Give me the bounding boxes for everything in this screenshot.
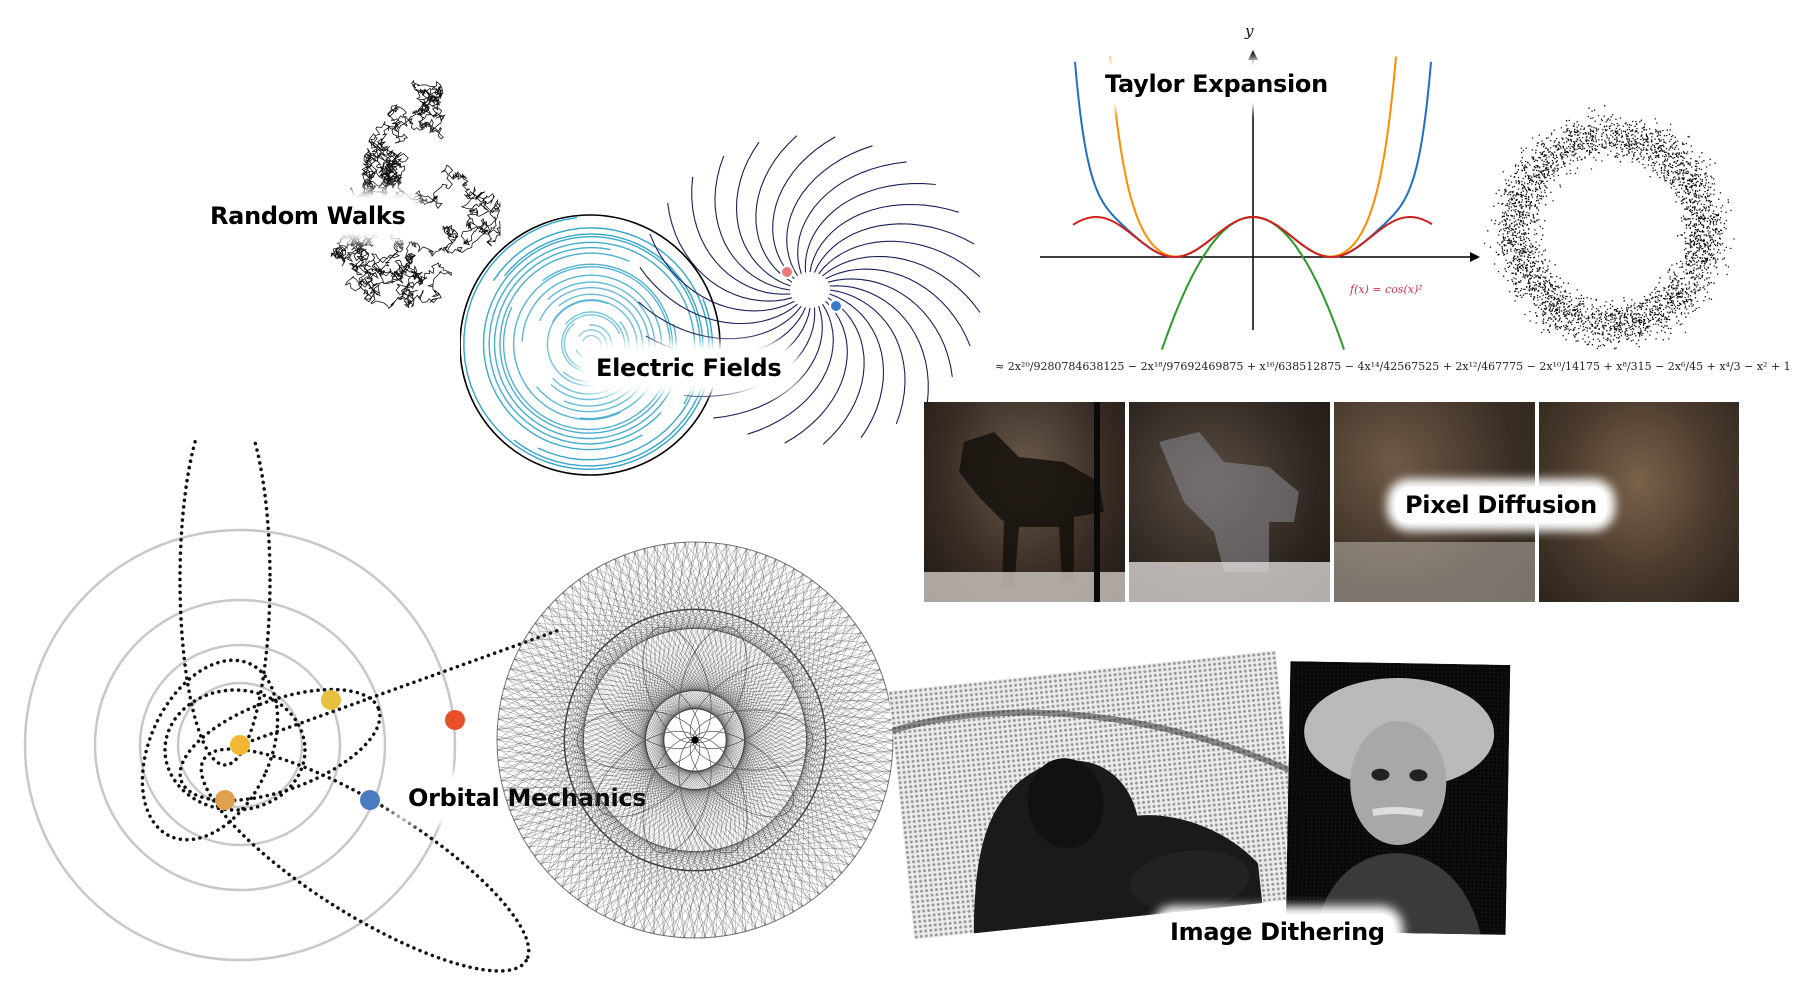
field-boundary-circle: [460, 214, 721, 476]
electric-fields-label: Electric Fields: [586, 350, 792, 386]
taylor-expansion-panel: [1025, 30, 1485, 360]
field-line: [503, 233, 704, 461]
planet-red: [445, 710, 465, 730]
dipole-line: [735, 141, 791, 287]
field-line: [521, 274, 663, 420]
string-art-pattern: [496, 541, 894, 939]
ring-points: [1483, 105, 1735, 350]
planet-blue: [360, 790, 380, 810]
field-line: [499, 252, 677, 434]
dipole-line: [639, 266, 798, 325]
dipole-line: [786, 145, 873, 277]
orbital-mechanics-panel: [0, 440, 560, 980]
string-art-panel: [490, 530, 900, 950]
dipole-line: [804, 183, 936, 273]
electric-fields-panel: [460, 120, 980, 510]
ring-scatter-panel: [1475, 80, 1745, 370]
field-line: [561, 314, 621, 373]
field-line: [538, 287, 650, 407]
dipole-line: [825, 268, 971, 347]
field-line: [482, 235, 701, 451]
dipole-line: [713, 306, 823, 419]
field-line: [575, 334, 603, 359]
dithering-image-2: [1285, 661, 1511, 935]
sun-planet: [230, 735, 250, 755]
pixel-diffusion-strip: [924, 402, 1739, 602]
dipole-line: [772, 136, 836, 280]
dipole-line: [797, 161, 907, 274]
partially-diffused-image: [1129, 432, 1330, 602]
dipole-line: [714, 155, 791, 291]
dotted-trajectories: [140, 440, 560, 973]
electric-field-plot: [460, 135, 980, 476]
field-line: [502, 263, 674, 431]
positive-charge-icon: [780, 265, 794, 279]
field-line: [552, 299, 638, 395]
orbital-plot: [23, 440, 560, 973]
dinosaur-skeleton-image: [924, 402, 1125, 602]
dipole-line: [667, 203, 793, 302]
y-axis-arrow-icon: [1248, 50, 1258, 60]
field-line: [550, 293, 644, 401]
function-label: f(x) = cos(x)²: [1350, 283, 1423, 296]
dipole-line: [638, 301, 802, 340]
negative-charge-icon: [829, 299, 843, 313]
inner-ring: [563, 608, 827, 872]
y-axis-label: y: [1245, 22, 1254, 40]
cos-squared-curve: [1072, 216, 1433, 258]
dipole-line: [691, 176, 791, 295]
dipole-line: [755, 135, 798, 283]
field-line: [512, 265, 671, 421]
taylor-expansion-formula: ≈ 2x²⁰/9280784638125 − 2x¹⁸/97692469875 …: [995, 360, 1791, 373]
planet-orange: [215, 790, 235, 810]
dithered-portrait-image: [1285, 661, 1511, 935]
planet-gold: [321, 690, 341, 710]
field-line: [488, 241, 696, 445]
center-dot: [691, 736, 699, 744]
image-dithering-label: Image Dithering: [1160, 914, 1395, 950]
dipole-line: [784, 300, 848, 444]
orbit-rings: [23, 528, 457, 962]
pixel-diffusion-label: Pixel Diffusion: [1395, 487, 1607, 523]
dithering-image-1: [888, 650, 1302, 940]
random-walks-label: Random Walks: [200, 198, 416, 234]
dipole-line: [818, 240, 980, 278]
dipole-line: [809, 203, 959, 273]
circular-field-lines: [463, 217, 714, 471]
ring-scatter-plot: [1483, 105, 1735, 350]
dipole-line: [829, 293, 885, 439]
taylor-expansion-label: Taylor Expansion: [1095, 66, 1338, 102]
dipole-line: [829, 289, 906, 425]
taylor-plot: [1040, 50, 1480, 350]
dithered-gorilla-image: [888, 650, 1302, 940]
field-line: [493, 246, 681, 440]
dipole-line: [827, 278, 953, 377]
field-line: [463, 217, 714, 471]
mostly-diffused-image: [1334, 542, 1535, 602]
dipole-line: [822, 255, 980, 314]
dipole-line: [649, 233, 795, 312]
diffusion-frame-1: [924, 402, 1125, 602]
dipole-line: [822, 297, 865, 445]
diffusion-frame-2: [1129, 402, 1330, 602]
dipole-line: [747, 303, 834, 435]
dipole-line: [829, 285, 929, 404]
dipole-line: [814, 223, 975, 273]
field-line: [492, 227, 710, 467]
x-axis-arrow-icon: [1470, 252, 1480, 262]
